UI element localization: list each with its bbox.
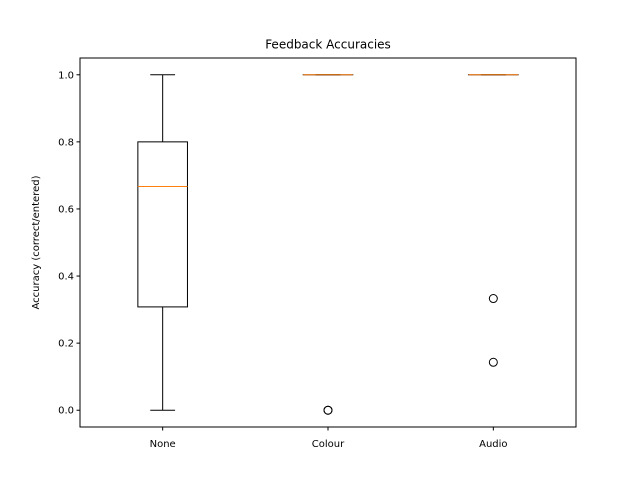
iqr-box — [137, 141, 188, 308]
chart-title: Feedback Accuracies — [265, 38, 391, 52]
outlier-point — [323, 405, 333, 415]
x-axis: None Colour Audio — [150, 427, 508, 450]
y-tick-label: 0.6 — [58, 204, 74, 215]
y-tick-label: 0.0 — [58, 406, 74, 417]
x-tick-label: Colour — [312, 439, 345, 450]
box-colour — [302, 74, 354, 415]
y-axis-label: Accuracy (correct/entered) — [31, 175, 42, 309]
outlier-point — [488, 357, 498, 367]
y-axis: 0.0 0.2 0.4 0.6 0.8 1.0 — [58, 70, 80, 417]
x-tick-label: Audio — [479, 439, 507, 450]
plot-frame — [79, 57, 577, 428]
plot-area — [137, 74, 519, 415]
outlier-point — [488, 294, 498, 304]
y-tick-label: 0.8 — [58, 137, 74, 148]
box-audio — [468, 74, 519, 367]
y-tick-label: 0.2 — [58, 339, 74, 350]
box-none — [137, 74, 188, 411]
y-tick-label: 1.0 — [58, 70, 74, 81]
x-tick-label: None — [150, 439, 176, 450]
y-tick-label: 0.4 — [58, 272, 74, 283]
